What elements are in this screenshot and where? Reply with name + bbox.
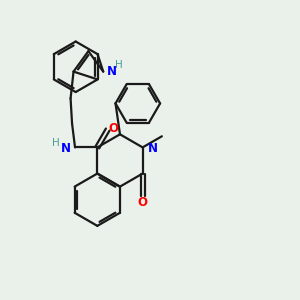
Text: N: N [148, 142, 158, 155]
Text: N: N [107, 64, 117, 77]
Text: H: H [52, 138, 60, 148]
Text: O: O [109, 122, 119, 135]
Text: O: O [137, 196, 147, 209]
Text: H: H [115, 60, 123, 70]
Text: N: N [61, 142, 70, 155]
